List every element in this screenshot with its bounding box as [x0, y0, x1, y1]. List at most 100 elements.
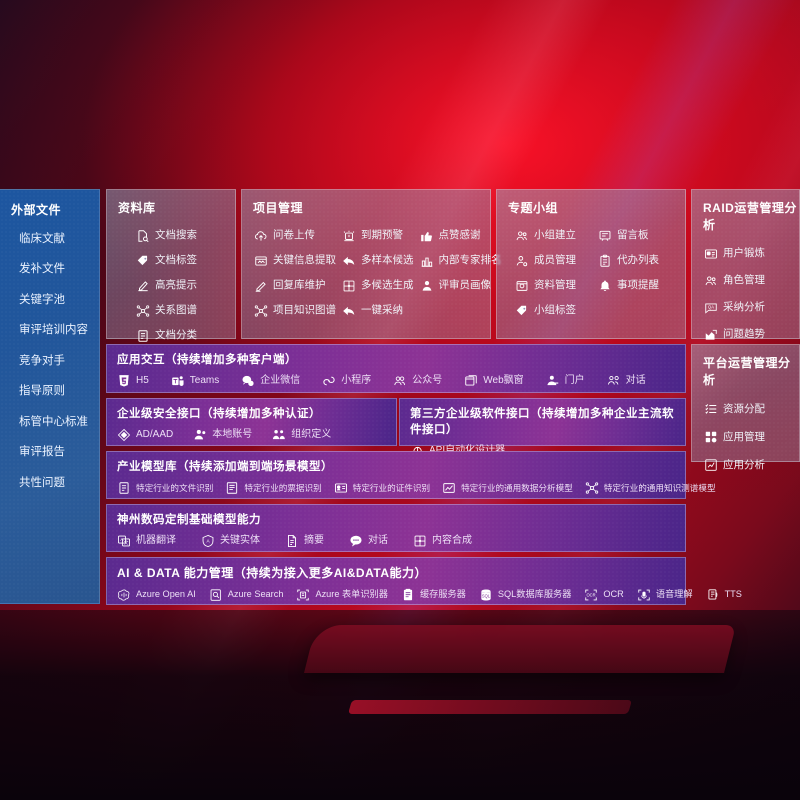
- item-dialogue[interactable]: 对话: [607, 371, 646, 391]
- item-resource-allocation[interactable]: 资源分配: [704, 395, 791, 423]
- sidebar-nav: 临床文献 发补文件 关键字池 审评培训内容 竞争对手 指导原则 标管中心标准 审…: [0, 224, 99, 499]
- item-speech-understanding[interactable]: 语音理解: [637, 585, 693, 605]
- item-key-entity[interactable]: A 关键实体: [201, 531, 260, 551]
- sidebar-item-review-training[interactable]: 审评培训内容: [19, 324, 88, 336]
- svg-text:QA: QA: [708, 304, 714, 309]
- item-event-reminder[interactable]: 事项提醒: [596, 273, 677, 298]
- item-material-management[interactable]: 资料管理: [513, 273, 594, 298]
- item-file-recognition[interactable]: 特定行业的文件识别: [117, 478, 213, 498]
- wechat-work-icon: [241, 374, 255, 388]
- item-todo-list[interactable]: 代办列表: [596, 248, 677, 273]
- item-adoption-analysis[interactable]: QA 采纳分析: [704, 294, 791, 321]
- card-title: RAID运营管理分析: [703, 201, 797, 232]
- third-party-software-interface-bar: 第三方企业级软件接口（持续增加多种企业主流软件接口） API自动化设计器: [399, 398, 686, 456]
- item-group-create[interactable]: 小组建立: [513, 223, 594, 248]
- thematic-group-items: 小组建立 留言板 成员管理 代办列表 资料管理 事项提醒: [497, 223, 685, 331]
- item-user-training[interactable]: 用户锻炼: [704, 240, 791, 267]
- sidebar-item-clinical-literature[interactable]: 临床文献: [19, 232, 65, 245]
- item-summary[interactable]: 摘要: [285, 531, 324, 551]
- item-label: 特定行业的证件识别: [352, 482, 431, 493]
- item-doc-search[interactable]: 文档搜索: [117, 223, 227, 248]
- item-label: H5: [136, 375, 149, 386]
- item-cache-server[interactable]: 缓存服务器: [401, 585, 466, 605]
- sidebar-item-review-report[interactable]: 审评报告: [19, 446, 65, 458]
- portal-person-icon: [546, 374, 560, 388]
- item-wechat-work[interactable]: 企业微信: [241, 371, 300, 391]
- item-label: 内容合成: [432, 535, 472, 546]
- archive-box-icon: [515, 279, 529, 293]
- sidebar-item-keyword-pool[interactable]: 关键字池: [19, 293, 65, 306]
- item-ad-aad[interactable]: AD/AAD: [117, 425, 173, 445]
- item-teams[interactable]: Teams: [171, 371, 219, 391]
- item-portal[interactable]: 门户: [546, 371, 585, 391]
- item-relation-graph[interactable]: 关系图谱: [117, 298, 227, 323]
- item-role-management[interactable]: 角色管理: [704, 267, 791, 294]
- sidebar-item-supplement-docs[interactable]: 发补文件: [19, 263, 65, 275]
- item-reviewer-portrait[interactable]: 评审员画像: [418, 273, 504, 298]
- item-application-analysis[interactable]: 应用分析: [704, 451, 791, 479]
- item-message-board[interactable]: 留言板: [596, 223, 677, 248]
- item-group-tag[interactable]: 小组标签: [513, 298, 594, 323]
- highlight-pen-icon: [136, 279, 150, 293]
- decorative-shape-primary: [304, 625, 736, 673]
- item-chat[interactable]: 对话: [349, 531, 388, 551]
- thumbs-up-icon: [420, 229, 434, 243]
- html5-icon: [117, 374, 131, 388]
- item-label: 到期预警: [361, 229, 403, 242]
- org-define-icon: [272, 428, 286, 442]
- item-member-management[interactable]: 成员管理: [513, 248, 594, 273]
- item-project-knowledge-graph[interactable]: 项目知识图谱: [252, 298, 338, 323]
- item-label: 组织定义: [291, 429, 332, 440]
- item-official-account[interactable]: 公众号: [393, 371, 442, 391]
- item-due-alert[interactable]: 到期预警: [340, 223, 416, 248]
- card-title: 资料库: [118, 201, 156, 215]
- dialogue-people-icon: [607, 374, 621, 388]
- item-label: 语音理解: [655, 589, 693, 600]
- item-h5[interactable]: H5: [117, 371, 149, 391]
- item-questionnaire-upload[interactable]: 问卷上传: [252, 223, 338, 248]
- item-label: 采纳分析: [723, 301, 765, 314]
- item-local-account[interactable]: 本地账号: [193, 425, 252, 445]
- sidebar-item-guiding-principles[interactable]: 指导原则: [19, 385, 65, 397]
- item-general-knowledge-graph-model[interactable]: 特定行业的通用知识测谱模型: [585, 478, 716, 498]
- sidebar-item-common-issues[interactable]: 共性问题: [19, 476, 65, 489]
- item-org-definition[interactable]: 组织定义: [272, 425, 331, 445]
- item-doc-classify[interactable]: 文档分类: [117, 323, 227, 348]
- sidebar-item-standards-center[interactable]: 标管中心标准: [19, 415, 88, 428]
- item-internal-expert-rank[interactable]: 内部专家排名: [418, 248, 504, 273]
- enterprise-security-interface-bar: 企业级安全接口（持续增加多种认证） AD/AAD 本地账号 组织定义: [106, 398, 397, 446]
- item-key-info-extract[interactable]: 关键信息提取: [252, 248, 338, 273]
- raid-operations-analysis-card: RAID运营管理分析 用户锻炼 角色管理 QA 采纳分析 问题趋势: [691, 189, 800, 339]
- item-general-data-analysis-model[interactable]: 特定行业的通用数据分析模型: [442, 478, 573, 498]
- item-id-recognition[interactable]: 特定行业的证件识别: [334, 478, 430, 498]
- item-receipt-recognition[interactable]: 特定行业的票据识别: [225, 478, 322, 498]
- group-people-icon: [515, 229, 529, 243]
- item-ocr[interactable]: OCR OCR: [584, 585, 624, 605]
- person-portrait-icon: [420, 279, 434, 293]
- item-azure-open-ai[interactable]: Azure Open AI: [117, 585, 196, 605]
- svg-text:文: 文: [124, 539, 129, 546]
- item-tts[interactable]: TTS: [706, 585, 742, 605]
- entity-a-icon: A: [201, 534, 215, 548]
- item-doc-tag[interactable]: 文档标签: [117, 248, 227, 273]
- item-multi-sample-candidate[interactable]: 多样本候选: [340, 248, 416, 273]
- item-label: 回复库维护: [273, 279, 326, 292]
- item-sql-database-server[interactable]: SQL SQL数据库服务器: [479, 585, 571, 605]
- item-label: 成员管理: [534, 254, 576, 267]
- item-issue-trend[interactable]: 问题趋势: [704, 321, 791, 348]
- item-content-synthesis[interactable]: 内容合成: [413, 531, 472, 551]
- item-highlight-hint[interactable]: 高亮提示: [117, 273, 227, 298]
- item-one-click-adopt[interactable]: 一键采纳: [340, 298, 416, 323]
- item-application-management[interactable]: 应用管理: [704, 423, 791, 451]
- item-reply-library-maintain[interactable]: 回复库维护: [252, 273, 338, 298]
- item-azure-search[interactable]: Azure Search: [209, 585, 283, 605]
- item-label: 小程序: [341, 375, 372, 386]
- sidebar-item-competitors[interactable]: 竞争对手: [19, 354, 65, 367]
- item-miniprogram[interactable]: 小程序: [322, 371, 371, 391]
- item-azure-form-recognizer[interactable]: Azure 表单识别器: [296, 585, 388, 605]
- item-multi-candidate-generate[interactable]: 多候选生成: [340, 273, 416, 298]
- item-like-thanks[interactable]: 点赞感谢: [418, 223, 504, 248]
- item-web-floating-window[interactable]: Web飘窗: [464, 371, 524, 391]
